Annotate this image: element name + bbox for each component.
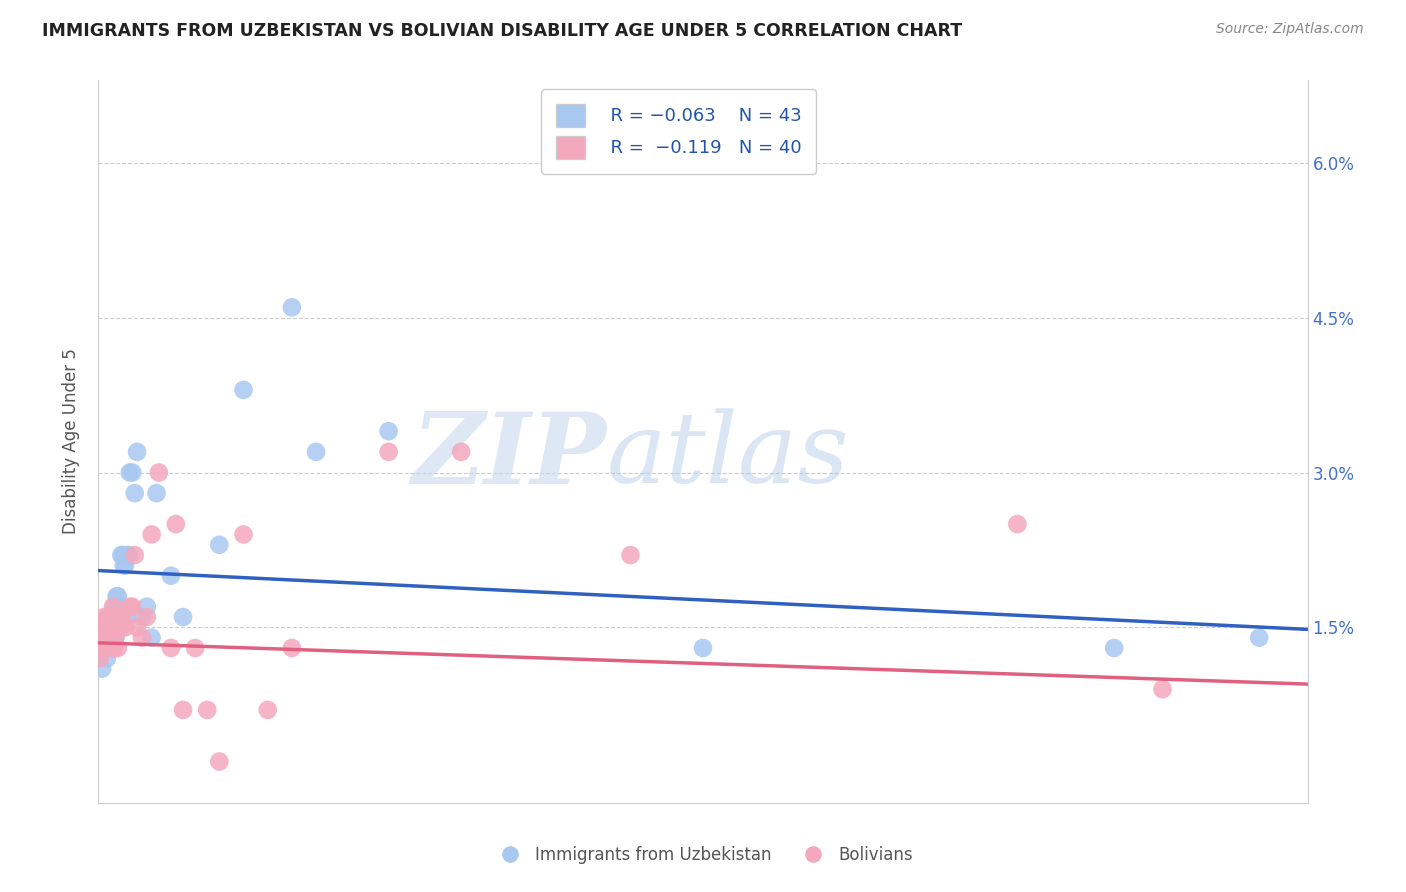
Point: [91, 631, 114, 645]
Point: [110, 548, 132, 562]
Legend: Immigrants from Uzbekistan, Bolivians: Immigrants from Uzbekistan, Bolivians: [486, 839, 920, 871]
Point: [256, 703, 278, 717]
Point: [118, 599, 141, 614]
Point: [160, 640, 183, 655]
Point: [100, 610, 122, 624]
Point: [1249, 631, 1271, 645]
Point: [1007, 517, 1029, 532]
Point: [105, 590, 128, 604]
Point: [141, 631, 163, 645]
Point: [118, 466, 141, 480]
Point: [195, 703, 218, 717]
Text: ZIP: ZIP: [412, 408, 606, 504]
Point: [127, 445, 149, 459]
Text: IMMIGRANTS FROM UZBEKISTAN VS BOLIVIAN DISABILITY AGE UNDER 5 CORRELATION CHART: IMMIGRANTS FROM UZBEKISTAN VS BOLIVIAN D…: [42, 22, 962, 40]
Point: [89, 640, 111, 655]
Point: [94, 631, 117, 645]
Point: [135, 599, 157, 614]
Point: [98, 631, 121, 645]
Point: [114, 620, 136, 634]
Point: [91, 640, 114, 655]
Point: [377, 424, 399, 438]
Point: [111, 548, 134, 562]
Text: atlas: atlas: [606, 409, 849, 504]
Point: [91, 662, 114, 676]
Point: [619, 548, 641, 562]
Point: [89, 651, 111, 665]
Point: [232, 383, 254, 397]
Point: [97, 620, 120, 634]
Point: [104, 631, 127, 645]
Point: [208, 755, 231, 769]
Point: [305, 445, 328, 459]
Text: Source: ZipAtlas.com: Source: ZipAtlas.com: [1216, 22, 1364, 37]
Point: [90, 631, 112, 645]
Point: [172, 703, 194, 717]
Point: [450, 445, 472, 459]
Point: [148, 466, 170, 480]
Point: [172, 610, 194, 624]
Point: [112, 558, 135, 573]
Point: [103, 599, 125, 614]
Point: [100, 610, 122, 624]
Point: [121, 599, 143, 614]
Point: [281, 301, 304, 315]
Point: [1152, 682, 1174, 697]
Point: [108, 620, 131, 634]
Point: [94, 640, 117, 655]
Legend:   R = −0.063    N = 43,   R =  −0.119   N = 40: R = −0.063 N = 43, R = −0.119 N = 40: [541, 89, 817, 174]
Point: [281, 640, 304, 655]
Point: [91, 620, 114, 634]
Point: [117, 610, 139, 624]
Point: [692, 640, 714, 655]
Point: [118, 548, 141, 562]
Point: [131, 610, 153, 624]
Point: [101, 599, 124, 614]
Point: [108, 599, 131, 614]
Point: [107, 590, 129, 604]
Point: [141, 527, 163, 541]
Point: [105, 610, 128, 624]
Point: [124, 486, 146, 500]
Point: [90, 640, 112, 655]
Point: [184, 640, 207, 655]
Point: [100, 620, 122, 634]
Point: [100, 610, 122, 624]
Point: [97, 610, 120, 624]
Point: [121, 466, 143, 480]
Y-axis label: Disability Age Under 5: Disability Age Under 5: [62, 349, 80, 534]
Point: [114, 558, 136, 573]
Point: [103, 640, 125, 655]
Point: [127, 620, 149, 634]
Point: [165, 517, 187, 532]
Point: [160, 568, 183, 582]
Point: [135, 610, 157, 624]
Point: [107, 640, 129, 655]
Point: [115, 548, 138, 562]
Point: [1102, 640, 1125, 655]
Point: [131, 631, 153, 645]
Point: [108, 620, 131, 634]
Point: [124, 548, 146, 562]
Point: [232, 527, 254, 541]
Point: [93, 610, 115, 624]
Point: [101, 620, 124, 634]
Point: [98, 631, 121, 645]
Point: [208, 538, 231, 552]
Point: [104, 631, 127, 645]
Point: [145, 486, 167, 500]
Point: [93, 620, 115, 634]
Point: [377, 445, 399, 459]
Point: [111, 610, 134, 624]
Point: [96, 651, 118, 665]
